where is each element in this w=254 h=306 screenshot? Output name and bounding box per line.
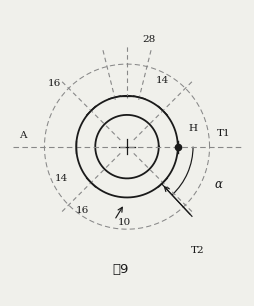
Text: 10: 10: [118, 218, 131, 227]
Text: 14: 14: [54, 174, 68, 183]
Text: T1: T1: [217, 129, 230, 138]
Text: A: A: [19, 131, 27, 140]
Text: H: H: [188, 124, 198, 133]
Text: α: α: [214, 178, 223, 191]
Text: 16: 16: [76, 206, 89, 215]
Text: 图9: 图9: [113, 263, 129, 276]
Text: T2: T2: [191, 246, 205, 255]
Text: 14: 14: [156, 76, 169, 85]
Text: 28: 28: [142, 35, 155, 44]
Text: 16: 16: [48, 79, 61, 88]
